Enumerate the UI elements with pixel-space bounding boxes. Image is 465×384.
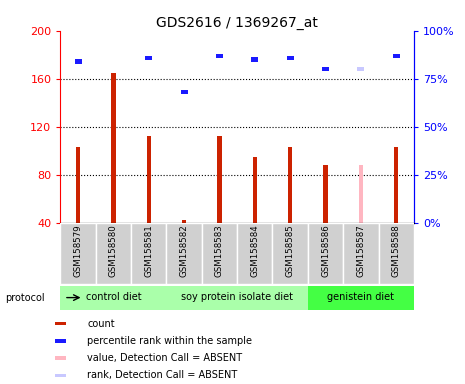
Text: value, Detection Call = ABSENT: value, Detection Call = ABSENT bbox=[87, 353, 243, 363]
Bar bbox=[308, 286, 414, 310]
Bar bbox=[393, 54, 399, 58]
Bar bbox=[272, 223, 308, 284]
Bar bbox=[55, 322, 66, 325]
Text: protocol: protocol bbox=[5, 293, 44, 303]
Bar bbox=[322, 67, 329, 71]
Bar bbox=[217, 136, 222, 223]
Bar bbox=[287, 56, 293, 60]
Text: GSM158580: GSM158580 bbox=[109, 225, 118, 277]
Text: rank, Detection Call = ABSENT: rank, Detection Call = ABSENT bbox=[87, 370, 238, 381]
Text: GSM158588: GSM158588 bbox=[392, 225, 401, 277]
Bar bbox=[60, 286, 166, 310]
Text: GSM158579: GSM158579 bbox=[73, 225, 83, 277]
Text: GSM158581: GSM158581 bbox=[144, 225, 153, 277]
Bar bbox=[358, 67, 364, 71]
Bar bbox=[146, 136, 151, 223]
Text: GSM158582: GSM158582 bbox=[179, 225, 189, 277]
Bar bbox=[111, 73, 116, 223]
Bar bbox=[146, 56, 152, 60]
Bar bbox=[55, 356, 66, 360]
Bar bbox=[237, 223, 272, 284]
Bar bbox=[202, 223, 237, 284]
Bar bbox=[308, 223, 343, 284]
Title: GDS2616 / 1369267_at: GDS2616 / 1369267_at bbox=[156, 16, 318, 30]
Text: GSM158586: GSM158586 bbox=[321, 225, 330, 277]
Bar bbox=[216, 54, 223, 58]
Bar bbox=[166, 223, 202, 284]
Text: GSM158583: GSM158583 bbox=[215, 225, 224, 277]
Bar bbox=[60, 223, 96, 284]
Bar bbox=[76, 147, 80, 223]
Bar bbox=[182, 220, 186, 223]
Text: GSM158587: GSM158587 bbox=[356, 225, 365, 277]
Bar bbox=[75, 60, 81, 63]
Bar bbox=[323, 165, 328, 223]
Bar bbox=[55, 374, 66, 377]
Bar bbox=[252, 58, 258, 61]
Text: control diet: control diet bbox=[86, 292, 141, 302]
Bar bbox=[343, 223, 379, 284]
Text: genistein diet: genistein diet bbox=[327, 292, 394, 302]
Bar bbox=[394, 147, 399, 223]
Text: count: count bbox=[87, 318, 115, 329]
Text: GSM158585: GSM158585 bbox=[286, 225, 295, 277]
Bar bbox=[131, 223, 166, 284]
Bar bbox=[288, 147, 292, 223]
Text: GSM158584: GSM158584 bbox=[250, 225, 259, 277]
Text: percentile rank within the sample: percentile rank within the sample bbox=[87, 336, 252, 346]
Bar bbox=[110, 23, 117, 27]
Bar bbox=[166, 286, 308, 310]
Bar bbox=[252, 157, 257, 223]
Bar bbox=[379, 223, 414, 284]
Bar bbox=[359, 165, 363, 223]
Bar bbox=[181, 90, 187, 94]
Bar bbox=[96, 223, 131, 284]
Bar bbox=[55, 339, 66, 343]
Text: soy protein isolate diet: soy protein isolate diet bbox=[181, 292, 293, 302]
